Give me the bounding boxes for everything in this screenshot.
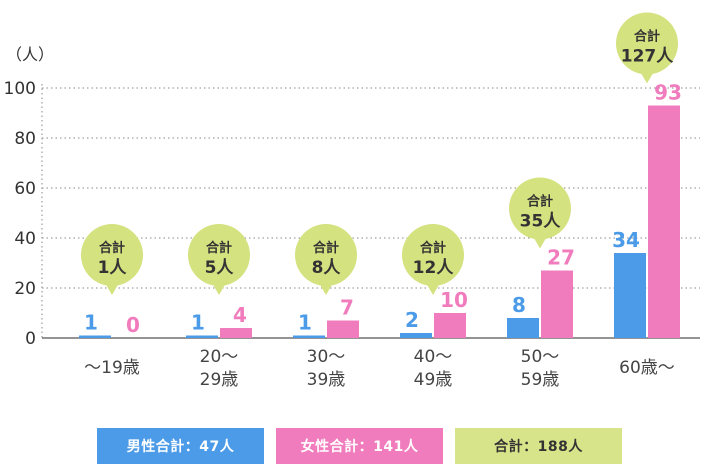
value-label-female: 27 xyxy=(547,246,575,270)
callout-label: 合計 xyxy=(527,194,553,210)
y-tick-label: 0 xyxy=(25,329,36,349)
bar-male xyxy=(186,335,218,338)
x-axis-labels: ～19歳 20～ 29歳 30～ 39歳 40～ 49歳 50～ 59歳 60歳～ xyxy=(84,347,675,390)
legend-grand-total: 合計：188人 xyxy=(455,428,622,464)
callout-total-value: 35人 xyxy=(520,212,562,232)
callout-total-value: 8人 xyxy=(312,258,342,278)
gridlines xyxy=(41,84,700,339)
x-tick-label: 20～ xyxy=(200,347,239,367)
legend-male-total: 男性合計：47人 xyxy=(97,428,264,464)
callout-pointer xyxy=(212,283,226,295)
total-callout: 合計 5人 xyxy=(188,224,250,295)
value-label-female: 7 xyxy=(340,296,354,320)
callout-bubble xyxy=(509,177,571,240)
callout-pointer xyxy=(105,283,119,295)
y-tick-label: 40 xyxy=(14,229,36,249)
x-tick-label: 50～ xyxy=(521,347,560,367)
x-tick-label: 59歳 xyxy=(521,370,560,390)
value-label-male: 1 xyxy=(191,311,205,335)
callout-total-value: 1人 xyxy=(98,258,128,278)
bar-female xyxy=(541,270,573,338)
x-tick-label: 49歳 xyxy=(414,370,453,390)
callout-label: 合計 xyxy=(634,29,660,45)
callout-total-value: 5人 xyxy=(205,258,235,278)
x-tick-label: 39歳 xyxy=(307,370,346,390)
bar-female xyxy=(434,313,466,338)
total-callout: 合計 12人 xyxy=(402,224,464,295)
y-tick-label: 100 xyxy=(4,79,36,99)
y-tick-label: 20 xyxy=(14,279,36,299)
callout-bubble xyxy=(295,224,357,286)
bar-female xyxy=(327,320,359,338)
value-label-female: 4 xyxy=(233,303,247,327)
total-callout: 合計 35人 xyxy=(509,177,571,249)
y-axis-unit: （人） xyxy=(6,45,54,64)
callout-pointer xyxy=(426,283,440,295)
x-tick-label: ～19歳 xyxy=(84,358,140,378)
callout-bubble xyxy=(402,224,464,286)
value-label-male: 1 xyxy=(84,311,98,335)
x-tick-label: 30～ xyxy=(307,347,346,367)
bar-male xyxy=(293,335,325,338)
value-label-female: 0 xyxy=(126,313,140,337)
callout-pointer xyxy=(319,283,333,295)
value-label-male: 8 xyxy=(512,293,526,317)
value-label-female: 93 xyxy=(654,81,682,105)
total-callout: 合計 8人 xyxy=(295,224,357,295)
callout-label: 合計 xyxy=(313,240,339,256)
value-label-male: 1 xyxy=(298,311,312,335)
callout-bubble xyxy=(616,12,678,75)
bar-male xyxy=(614,253,646,338)
callout-total-value: 127人 xyxy=(621,47,674,67)
y-tick-label: 80 xyxy=(14,129,36,149)
y-axis-ticks: 0 20 40 60 80 100 xyxy=(4,79,36,349)
callout-label: 合計 xyxy=(99,240,125,256)
y-tick-label: 60 xyxy=(14,179,36,199)
value-label-female: 10 xyxy=(440,288,468,312)
callout-pointer xyxy=(640,71,654,84)
callout-bubble xyxy=(81,224,143,286)
bar-male xyxy=(400,333,432,338)
value-label-male: 34 xyxy=(612,228,640,252)
bar-male xyxy=(507,318,539,338)
x-tick-label: 60歳～ xyxy=(619,358,675,378)
x-tick-label: 40～ xyxy=(414,347,453,367)
callout-bubble xyxy=(188,224,250,286)
callout-label: 合計 xyxy=(206,240,232,256)
value-label-male: 2 xyxy=(405,308,419,332)
callout-total-value: 12人 xyxy=(413,258,455,278)
bar-male xyxy=(79,335,111,338)
legend-female-total: 女性合計：141人 xyxy=(276,428,443,464)
bar-female xyxy=(220,328,252,338)
callout-pointer xyxy=(533,236,547,249)
total-callout: 合計 1人 xyxy=(81,224,143,295)
total-callout: 合計 127人 xyxy=(616,12,678,84)
callout-label: 合計 xyxy=(420,240,446,256)
bar-female xyxy=(648,105,680,338)
x-tick-label: 29歳 xyxy=(200,370,239,390)
